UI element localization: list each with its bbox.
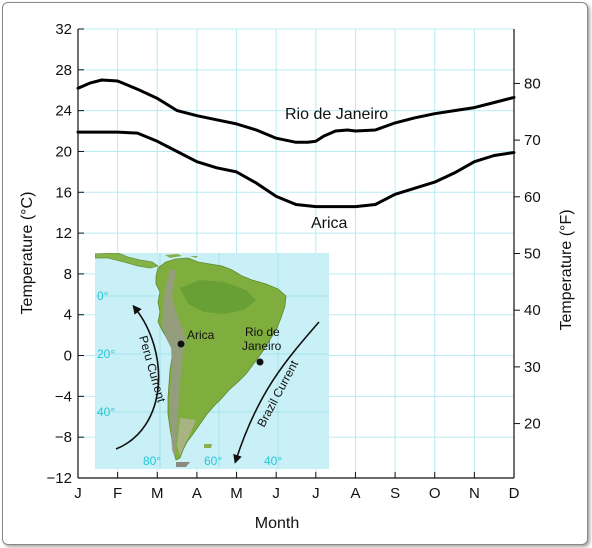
y-tick-label-fahrenheit: 40 bbox=[524, 302, 541, 319]
latitude-20-label: 20° bbox=[97, 347, 115, 361]
y-tick-label-celsius: −4 bbox=[55, 388, 72, 405]
longitude-60-label: 60° bbox=[204, 454, 222, 468]
peru-current-arrow bbox=[115, 304, 160, 450]
x-tick-label: S bbox=[390, 485, 400, 502]
tierra-del-fuego bbox=[176, 462, 190, 467]
y-axis-title-fahrenheit: Temperature (°F) bbox=[558, 209, 575, 330]
rio-map-label-line2: Janeiro bbox=[242, 339, 282, 353]
y-tick-label-celsius: 16 bbox=[55, 184, 72, 201]
latitude-40-label: 40° bbox=[97, 405, 115, 419]
rio-de-janeiro-marker bbox=[256, 358, 264, 366]
caribbean-islands bbox=[165, 254, 198, 258]
y-tick-label-fahrenheit: 20 bbox=[524, 416, 541, 433]
x-tick-label: M bbox=[230, 485, 243, 502]
x-tick-label: O bbox=[429, 485, 441, 502]
y-tick-label-celsius: 28 bbox=[55, 62, 72, 79]
x-tick-label: A bbox=[350, 485, 360, 502]
x-tick-label: J bbox=[312, 485, 320, 502]
y-tick-label-fahrenheit: 30 bbox=[524, 359, 541, 376]
brazil-current-arrow bbox=[233, 321, 320, 464]
arica-line bbox=[76, 130, 516, 209]
series-lines bbox=[76, 78, 516, 209]
rio-de-janeiro-line bbox=[76, 78, 516, 144]
y-tick-label-fahrenheit: 80 bbox=[524, 75, 541, 92]
central-america-landmass bbox=[95, 253, 159, 269]
falkland-islands bbox=[204, 444, 212, 448]
y-tick-label-celsius: 32 bbox=[55, 21, 72, 38]
x-tick-label: J bbox=[74, 485, 82, 502]
x-tick-label: M bbox=[151, 485, 164, 502]
patagonia bbox=[177, 418, 196, 456]
x-tick-label: F bbox=[113, 485, 122, 502]
x-axis-title: Month bbox=[255, 515, 299, 532]
south-america-inset-map: Arica Rio de Janeiro Peru Current Brazil… bbox=[95, 253, 329, 469]
andes-mountains bbox=[162, 270, 186, 458]
latitude-0-label: 0° bbox=[97, 289, 109, 303]
y-tick-label-fahrenheit: 70 bbox=[524, 132, 541, 149]
y-tick-label-celsius: 12 bbox=[55, 225, 72, 242]
longitude-40-label: 40° bbox=[264, 454, 282, 468]
y-tick-label-fahrenheit: 60 bbox=[524, 189, 541, 206]
y-tick-label-celsius: −8 bbox=[55, 429, 72, 446]
amazon-lowland bbox=[180, 280, 256, 314]
arica-marker bbox=[177, 340, 185, 348]
rio-de-janeiro-curve-label: Rio de Janeiro bbox=[285, 106, 388, 123]
x-tick-label: A bbox=[192, 485, 202, 502]
arica-map-label: Arica bbox=[187, 328, 215, 342]
arica-curve-label: Arica bbox=[311, 215, 348, 232]
y-tick-label-celsius: 8 bbox=[64, 266, 72, 283]
y-tick-label-celsius: 24 bbox=[55, 103, 72, 120]
y-tick-label-fahrenheit: 50 bbox=[524, 246, 541, 263]
y-tick-label-celsius: 4 bbox=[64, 307, 72, 324]
y-tick-label-celsius: 20 bbox=[55, 143, 72, 160]
longitude-80-label: 80° bbox=[143, 454, 161, 468]
y-axis-title-celsius: Temperature (°C) bbox=[19, 192, 36, 315]
rio-map-label-line1: Rio de bbox=[245, 325, 280, 339]
x-tick-label: J bbox=[272, 485, 280, 502]
x-tick-label: N bbox=[469, 485, 480, 502]
y-tick-label-celsius: 0 bbox=[64, 348, 72, 365]
x-tick-label: D bbox=[509, 485, 520, 502]
y-tick-label-celsius: −12 bbox=[47, 470, 72, 487]
